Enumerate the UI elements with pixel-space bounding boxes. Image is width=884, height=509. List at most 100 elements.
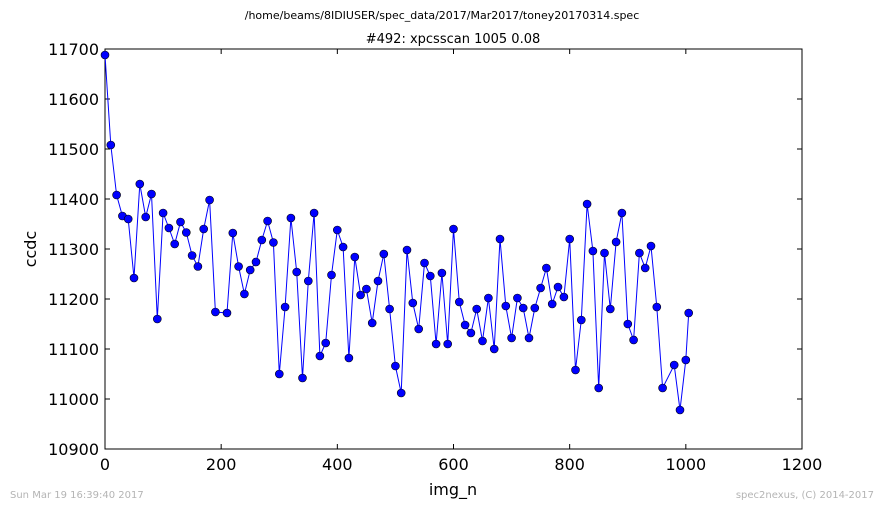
data-point — [466, 328, 476, 338]
data-point — [669, 360, 679, 370]
data-point — [547, 299, 557, 309]
data-point — [576, 315, 586, 325]
data-point — [617, 208, 627, 218]
data-point — [408, 298, 418, 308]
x-axis-label: img_n — [429, 480, 477, 500]
data-point — [594, 383, 604, 393]
data-point — [513, 293, 522, 303]
data-point — [286, 213, 296, 223]
data-point — [158, 208, 168, 218]
data-point — [112, 190, 121, 200]
data-point — [611, 237, 621, 247]
data-point — [495, 234, 505, 244]
data-point — [373, 276, 383, 286]
x-ticks: 0 200 400 600 800 1000 1200 — [100, 49, 822, 474]
data-point — [635, 248, 644, 258]
data-point — [100, 50, 110, 60]
data-point — [623, 319, 633, 329]
data-point — [518, 303, 528, 313]
data-point — [309, 208, 319, 218]
data-point — [187, 251, 197, 260]
y-tick-label: 11600 — [48, 90, 99, 109]
data-point — [396, 388, 406, 398]
y-axis-label: ccdc — [21, 231, 40, 268]
data-point — [571, 365, 580, 375]
x-tick-label: 1000 — [665, 455, 706, 474]
data-point — [431, 339, 441, 349]
data-point — [530, 303, 540, 313]
y-tick-label: 10900 — [48, 440, 99, 459]
data-point — [675, 405, 685, 415]
data-point — [141, 212, 150, 222]
data-point — [605, 304, 615, 314]
data-point — [170, 239, 179, 249]
y-tick-label: 11100 — [48, 340, 99, 359]
data-point — [536, 283, 545, 293]
chart-title: #492: xpcsscan 1005 0.08 — [366, 32, 541, 47]
data-point — [269, 238, 278, 247]
data-point — [542, 263, 551, 273]
data-point — [684, 308, 694, 318]
data-point — [274, 369, 284, 379]
data-point — [193, 262, 203, 271]
data-point — [454, 297, 464, 307]
data-point — [582, 199, 592, 209]
x-tick-label: 200 — [206, 455, 237, 474]
data-point — [350, 252, 360, 262]
data-point — [257, 235, 267, 245]
data-point — [147, 189, 156, 199]
data-point — [176, 217, 185, 227]
data-point — [123, 214, 133, 224]
series-line — [104, 54, 690, 411]
data-point — [478, 336, 487, 346]
data-point — [524, 333, 534, 343]
data-point — [460, 320, 470, 330]
data-point — [315, 351, 325, 361]
data-point — [420, 258, 429, 268]
data-point — [553, 282, 563, 292]
data-point — [443, 339, 453, 349]
data-point — [600, 248, 609, 258]
data-point — [280, 302, 290, 312]
data-point — [379, 249, 389, 259]
data-point — [199, 224, 208, 234]
data-point — [222, 308, 232, 318]
y-tick-label: 11500 — [48, 140, 99, 159]
footer-credit: spec2nexus, (C) 2014-2017 — [736, 490, 874, 501]
data-point — [652, 302, 662, 312]
data-point — [507, 333, 516, 343]
data-point — [565, 234, 575, 244]
data-point — [362, 284, 371, 294]
data-point — [402, 245, 412, 255]
data-point — [414, 324, 424, 334]
suptitle: /home/beams/8IDIUSER/spec_data/2017/Mar2… — [245, 9, 640, 22]
data-point — [164, 223, 174, 233]
x-tick-label: 0 — [100, 455, 110, 474]
data-point — [681, 355, 691, 365]
data-point — [484, 293, 493, 303]
data-point — [182, 228, 191, 237]
data-point — [135, 179, 145, 189]
x-tick-label: 800 — [554, 455, 585, 474]
data-point — [321, 338, 331, 348]
data-point — [251, 257, 261, 267]
y-ticks: 10900 11000 11100 11200 11300 11400 11500 11600… — [48, 40, 802, 459]
data-point — [129, 273, 139, 283]
data-point — [385, 304, 394, 314]
data-point — [489, 344, 499, 354]
data-point — [332, 225, 342, 235]
data-point — [153, 314, 162, 324]
data-point — [640, 263, 650, 273]
x-tick-label: 400 — [322, 455, 353, 474]
y-tick-label: 11400 — [48, 190, 99, 209]
data-point — [303, 276, 313, 286]
data-point — [646, 241, 656, 251]
plot-frame — [104, 48, 803, 450]
data-point — [211, 307, 220, 317]
data-point — [658, 383, 667, 393]
y-tick-label: 11000 — [48, 390, 99, 409]
data-point — [344, 353, 354, 363]
data-point — [327, 270, 336, 280]
data-point — [205, 195, 214, 205]
data-point — [588, 246, 598, 256]
